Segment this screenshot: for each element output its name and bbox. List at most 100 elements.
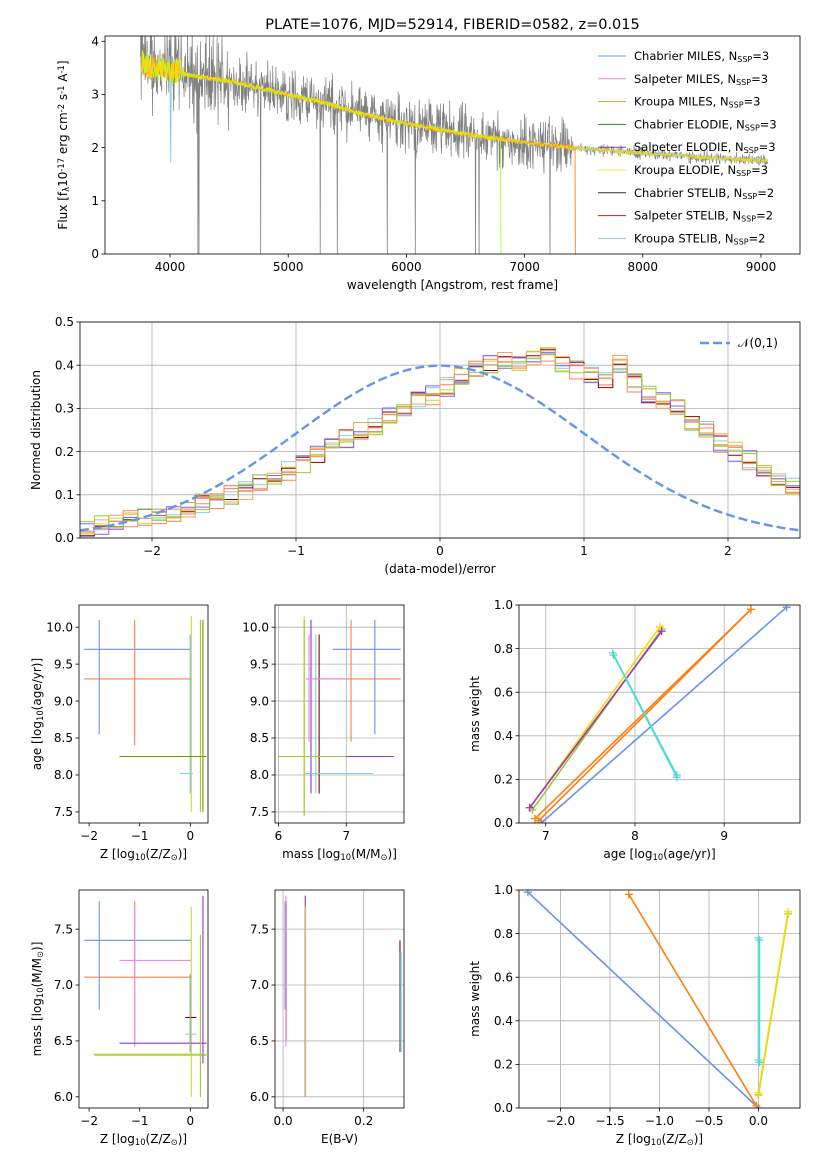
y-tick-label: 8.0: [54, 768, 73, 782]
y-tick-label: 0.2: [494, 1058, 513, 1072]
legend-label: 𝒩(0,1): [738, 336, 778, 350]
y-tick-label: 0.0: [55, 531, 74, 545]
y-tick-label: 0.4: [55, 358, 74, 372]
y-axis-label: mass weight: [468, 676, 482, 752]
plot-area: [140, 36, 769, 254]
y-tick-label: 0.8: [494, 642, 513, 656]
series-line: [628, 893, 758, 1107]
axes-frame: [274, 604, 405, 824]
legend-label: Kroupa ELODIE, NSSP=3: [634, 163, 768, 178]
y-tick-label: 0: [91, 247, 99, 261]
x-tick-label: 1: [580, 544, 588, 558]
y-tick-label: 0.6: [494, 685, 513, 699]
y-tick-label: 7.0: [54, 978, 73, 992]
y-tick-label: 4: [91, 35, 99, 49]
residual-histogram: [80, 354, 800, 528]
x-tick-label: 4000: [155, 260, 186, 274]
residual-histogram: [80, 351, 800, 537]
x-tick-label: 0: [186, 829, 194, 843]
x-tick-label: 0.0: [749, 1114, 768, 1128]
y-tick-label: 0.0: [494, 816, 513, 830]
x-tick-label: 0: [436, 544, 444, 558]
x-axis-label: (data-model)/error: [384, 562, 495, 576]
plot-area: [525, 605, 791, 823]
series-line: [757, 911, 789, 1093]
x-tick-label: 8: [631, 829, 639, 843]
x-tick-label: 2: [724, 544, 732, 558]
y-tick-label: 9.5: [54, 657, 73, 671]
mass-vs-ebv-axes: 0.0 0.2 6.0 6.5 7.0 7.5 E(B-V): [250, 889, 405, 1146]
x-tick-label: 7000: [509, 260, 540, 274]
legend-label: Chabrier ELODIE, NSSP=3: [634, 117, 777, 132]
y-tick-label: 0.5: [55, 315, 74, 329]
series: [523, 890, 763, 1108]
x-tick-label: −0.5: [694, 1114, 723, 1128]
massweight-vs-Z-axes: −2.0 −1.5 −1.0 −0.5 0.0 0.0 0.2 0.4 0.6 0.8 1.0 Z […: [468, 883, 801, 1147]
x-tick-label: −2: [143, 544, 161, 558]
y-axis-label: Flux [fλ10-17 erg cm-2 s-1 A-1]: [56, 60, 71, 229]
chart-title: PLATE=1076, MJD=52914, FIBERID=0582, z=0…: [265, 17, 639, 33]
x-tick-label: −1: [287, 544, 305, 558]
x-tick-label: −2: [80, 1114, 98, 1128]
x-tick-label: 7: [542, 829, 550, 843]
massweight-vs-age-axes: 7 8 9 0.0 0.2 0.4 0.6 0.8 1.0 age [log10(age/yr)]…: [468, 598, 801, 862]
errorbar: [119, 895, 207, 1064]
series-marker: [755, 1058, 764, 1067]
y-tick-label: 7.0: [250, 978, 269, 992]
x-tick-label: 0: [186, 1114, 194, 1128]
grid: [275, 605, 404, 823]
errorbar: [119, 616, 207, 812]
legend-label: Kroupa MILES, NSSP=3: [634, 95, 760, 110]
errorbar: [185, 973, 197, 1053]
series-line: [612, 654, 678, 778]
y-tick-label: 0.2: [494, 773, 513, 787]
legend-label: Kroupa STELIB, NSSP=2: [634, 231, 765, 246]
x-tick-label: 6: [275, 829, 283, 843]
y-tick-label: 6.5: [250, 1034, 269, 1048]
legend-label: Chabrier STELIB, NSSP=2: [634, 186, 774, 201]
y-tick-label: 6.0: [250, 1090, 269, 1104]
grid: [519, 604, 800, 824]
gaussian-curve: [80, 364, 800, 532]
y-tick-label: 7.5: [250, 922, 269, 936]
x-axis-label: age [log10(age/yr)]: [603, 847, 715, 862]
plot-area: [80, 347, 800, 538]
series-marker: [657, 627, 666, 636]
x-tick-label: 8000: [628, 260, 659, 274]
x-tick-label: 7: [342, 829, 350, 843]
grid: [275, 890, 404, 1108]
series: [624, 890, 761, 1108]
age-vs-mass-axes: 6 7 7.5 8.0 8.5 9.0 9.5 10.0 mass [log10(M/M⊙)]: [242, 604, 405, 862]
series: [531, 605, 755, 823]
series-line: [540, 606, 788, 823]
x-tick-label: −1.0: [645, 1114, 674, 1128]
y-tick-label: 9.0: [54, 694, 73, 708]
y-tick-label: 6.5: [54, 1034, 73, 1048]
series-line: [527, 891, 759, 1108]
legend: 𝒩(0,1): [700, 336, 778, 350]
series-marker: [782, 605, 791, 612]
legend-label: Chabrier MILES, NSSP=3: [634, 49, 769, 64]
errorbar: [332, 619, 401, 735]
legend: Chabrier MILES, NSSP=3 Salpeter MILES, NS…: [598, 49, 777, 246]
x-tick-label: −1.5: [595, 1114, 624, 1128]
y-tick-label: 3: [91, 88, 99, 102]
series: [754, 933, 763, 1065]
plot-area: [284, 895, 402, 1097]
series-line: [529, 630, 663, 809]
series: [755, 936, 764, 1067]
axes-frame: [104, 35, 801, 255]
plot-area: [84, 895, 207, 1097]
y-tick-label: 1.0: [494, 598, 513, 612]
errorbar: [94, 906, 207, 1097]
x-tick-label: −1: [131, 829, 149, 843]
y-tick-label: 0.8: [494, 927, 513, 941]
x-tick-label: 0.0: [274, 1114, 293, 1128]
errorbar: [119, 619, 207, 812]
y-tick-label: 6.0: [54, 1090, 73, 1104]
x-axis-label: Z [log10(Z/Z⊙)]: [100, 847, 187, 862]
spectrum-model-line: [141, 52, 769, 163]
y-axis-label: age [log10(age/yr)]: [30, 658, 45, 770]
series-marker: [672, 773, 681, 782]
y-axis-label: mass weight: [468, 961, 482, 1037]
